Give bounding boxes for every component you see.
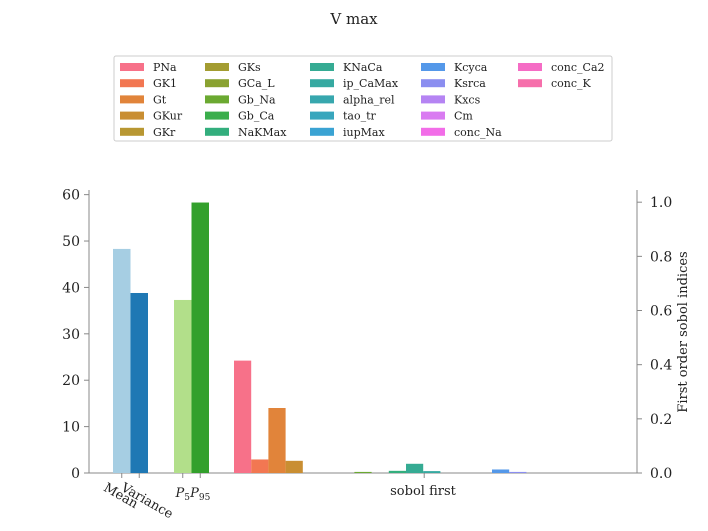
sobol-axis-label: sobol first xyxy=(390,484,456,499)
legend-swatch-iupMax xyxy=(310,127,334,136)
legend-swatch-Ksrca xyxy=(421,79,445,88)
legend-label-conc_Ca2: conc_Ca2 xyxy=(551,61,605,74)
legend-label-NaKMax: NaKMax xyxy=(238,126,287,139)
legend-swatch-Kcyca xyxy=(421,63,445,71)
bar-percentiles-0 xyxy=(174,299,192,473)
sobol-bar-Ksrca xyxy=(509,471,527,473)
legend-label-iupMax: iupMax xyxy=(343,126,385,139)
legend-label-Gt: Gt xyxy=(153,93,167,106)
legend-swatch-Gt xyxy=(120,95,144,104)
legend-label-GCa_L: GCa_L xyxy=(238,77,275,90)
sobol-bar-Gt xyxy=(268,408,286,473)
bar-percentiles-1 xyxy=(191,202,209,473)
legend-label-Gb_Na: Gb_Na xyxy=(238,93,276,106)
bar-mean_variance-1 xyxy=(130,292,148,473)
sobol-bar-NaKMax xyxy=(388,470,406,473)
legend-label-GKr: GKr xyxy=(153,126,176,139)
legend-label-Cm: Cm xyxy=(454,110,473,123)
legend-swatch-Gb_Ca xyxy=(205,111,229,120)
left-tick-label: 40 xyxy=(62,280,80,296)
sobol-bar-Kcyca xyxy=(492,469,510,473)
legend-label-alpha_rel: alpha_rel xyxy=(343,93,395,106)
left-tick-label: 0 xyxy=(71,466,80,482)
right-axis-label: First order sobol indices xyxy=(676,251,691,412)
legend-label-Ksrca: Ksrca xyxy=(454,77,486,90)
chart-title: V max xyxy=(329,10,378,28)
right-tick-label: 1.0 xyxy=(650,195,672,211)
left-tick-label: 50 xyxy=(62,234,80,250)
sobol-bar-GK1 xyxy=(251,459,269,473)
sobol-bar-Gb_Na xyxy=(354,471,372,473)
legend-swatch-tao_tr xyxy=(310,111,334,120)
legend-swatch-ip_CaMax xyxy=(310,79,334,88)
left-tick-label: 30 xyxy=(62,327,80,343)
right-tick-label: 0.4 xyxy=(650,358,672,374)
legend-swatch-conc_Na xyxy=(421,127,445,136)
legend-label-GKur: GKur xyxy=(153,110,183,123)
bar-mean_variance-0 xyxy=(113,248,131,473)
legend-label-PNa: PNa xyxy=(153,61,177,74)
sobol-bar-GKur xyxy=(285,460,303,473)
legend-swatch-alpha_rel xyxy=(310,95,334,104)
left-tick-label: 20 xyxy=(62,373,80,389)
legend: PNa GK1 Gt GKur GKr GKs GCa_L Gb_Na Gb_Ca NaKMax K… xyxy=(113,55,613,142)
left-tick-label: 60 xyxy=(62,188,80,204)
legend-swatch-PNa xyxy=(120,63,144,71)
legend-swatch-GK1 xyxy=(120,79,144,88)
sobol-bar-PNa xyxy=(234,360,252,473)
legend-label-conc_Na: conc_Na xyxy=(454,126,502,139)
legend-label-Kxcs: Kxcs xyxy=(454,93,481,106)
x-tick-label: P5 xyxy=(175,486,191,503)
legend-label-tao_tr: tao_tr xyxy=(343,110,377,123)
legend-swatch-conc_K xyxy=(518,79,542,88)
sobol-bar-KNaCa xyxy=(406,463,424,473)
x-tick-label: P95 xyxy=(189,486,210,503)
legend-label-Gb_Ca: Gb_Ca xyxy=(238,110,275,123)
legend-swatch-NaKMax xyxy=(205,127,229,136)
legend-label-GK1: GK1 xyxy=(153,77,177,90)
legend-swatch-GKs xyxy=(205,63,229,71)
legend-swatch-Gb_Na xyxy=(205,95,229,104)
legend-swatch-Kxcs xyxy=(421,95,445,104)
legend-swatch-GKur xyxy=(120,111,144,120)
legend-swatch-GCa_L xyxy=(205,79,229,88)
left-tick-label: 10 xyxy=(62,420,80,436)
legend-swatch-Cm xyxy=(421,111,445,120)
right-tick-label: 0.6 xyxy=(650,304,672,320)
right-tick-label: 0.2 xyxy=(650,412,672,428)
legend-label-conc_K: conc_K xyxy=(551,77,592,90)
legend-label-KNaCa: KNaCa xyxy=(343,61,383,74)
legend-label-GKs: GKs xyxy=(238,61,261,74)
right-tick-label: 0.0 xyxy=(650,466,672,482)
legend-frame xyxy=(113,55,613,142)
right-tick-label: 0.8 xyxy=(650,249,672,265)
legend-label-Kcyca: Kcyca xyxy=(454,61,488,74)
legend-swatch-conc_Ca2 xyxy=(518,63,542,71)
legend-swatch-KNaCa xyxy=(310,63,334,71)
legend-swatch-GKr xyxy=(120,127,144,136)
legend-label-ip_CaMax: ip_CaMax xyxy=(343,77,399,90)
plot-area: 01020304050600.00.20.40.60.81.0MeanVaria… xyxy=(62,188,672,523)
sobol-bar-ip_CaMax xyxy=(423,471,441,473)
